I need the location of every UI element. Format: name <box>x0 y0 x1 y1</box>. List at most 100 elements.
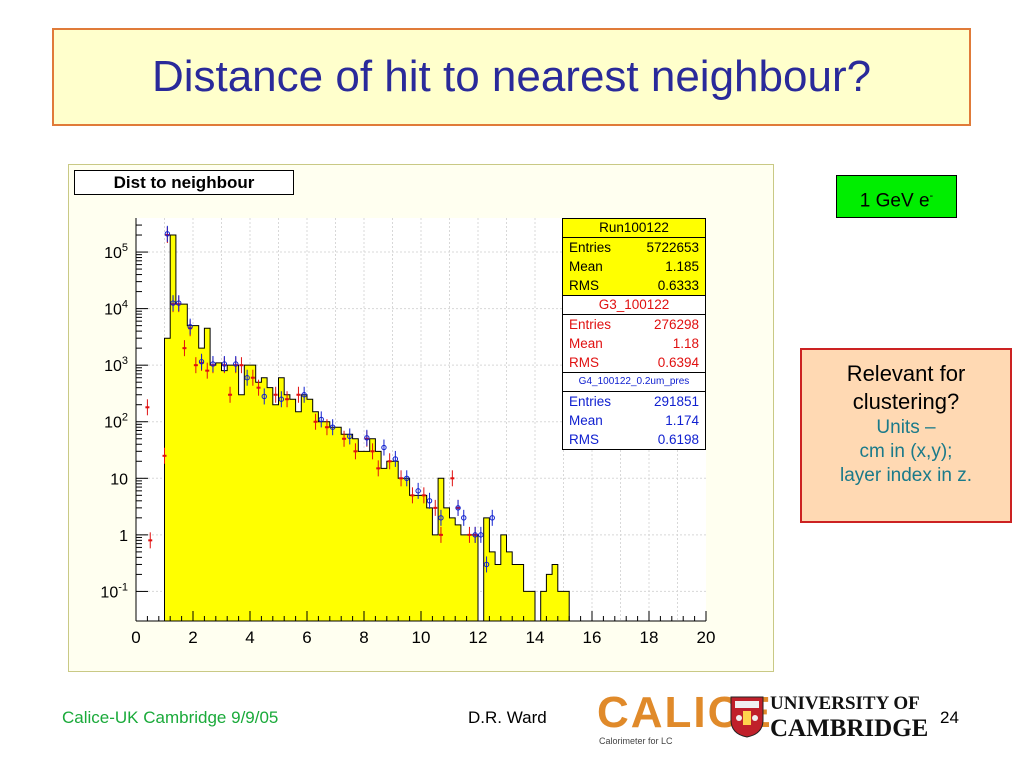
y-tick-label: 10-1 <box>100 581 128 601</box>
x-tick-label: 0 <box>131 628 140 647</box>
marker-point-g3 <box>450 477 455 480</box>
marker-point-g4 <box>364 435 370 441</box>
x-tick-label: 6 <box>302 628 311 647</box>
marker-point-g3 <box>353 450 358 453</box>
y-tick-label: 102 <box>104 412 128 432</box>
marker-point-g3 <box>239 364 244 367</box>
x-tick-label: 12 <box>469 628 488 647</box>
stats-run-rms: RMS 0.6333 <box>569 278 699 293</box>
stats-run-mean: Mean 1.185 <box>569 259 699 274</box>
marker-point-g4 <box>261 393 267 400</box>
marker-point-g4 <box>210 361 216 367</box>
beam-energy-label: 1 GeV e- <box>836 175 957 218</box>
marker-point-g3 <box>273 393 278 396</box>
stats-g4-block: G4_100122_0.2um_pres Entries 291851 Mean 1… <box>563 372 705 449</box>
marker-point-g3 <box>145 406 150 409</box>
note-line-1: Relevant for <box>846 361 966 386</box>
marker-point-g4 <box>170 300 176 306</box>
marker-point-g3 <box>342 437 347 440</box>
marker-point-g3 <box>370 450 375 453</box>
x-tick-label: 8 <box>359 628 368 647</box>
x-tick-label: 2 <box>188 628 197 647</box>
stats-run-block: Run100122 Entries 5722653 Mean 1.185 RMS 0.… <box>563 219 705 295</box>
marker-point-g4 <box>404 475 410 482</box>
marker-point-g4 <box>278 396 285 402</box>
x-tick-label: 20 <box>697 628 716 647</box>
histogram-frame: 0 2 4 6 8 10 12 14 16 18 20 105 104 103 102 10 1 10-1 Dis… <box>68 164 774 672</box>
marker-point-g3 <box>399 477 404 480</box>
marker-point-g3 <box>410 494 415 497</box>
marker-point-g4 <box>198 359 205 365</box>
stats-g4-mean: Mean 1.174 <box>569 413 699 428</box>
marker-point-g3 <box>182 347 187 350</box>
marker-point-g3 <box>376 467 381 470</box>
marker-point-g4 <box>187 323 193 330</box>
cambridge-logo: UNIVERSITY OF CAMBRIDGE <box>730 693 938 743</box>
stats-run-name: Run100122 <box>563 219 705 238</box>
marker-point-g4 <box>164 231 171 237</box>
stats-g3-name: G3_100122 <box>563 296 705 315</box>
marker-point-g4 <box>392 456 399 462</box>
marker-point-g4 <box>221 361 228 367</box>
marker-point-g4 <box>489 515 495 521</box>
stats-g3-mean: Mean 1.18 <box>569 336 699 351</box>
stats-g4-entries: Entries 291851 <box>569 394 699 409</box>
cambridge-line-2: CAMBRIDGE <box>770 715 929 742</box>
note-line-2: clustering? <box>852 389 960 414</box>
cambridge-shield-icon <box>730 696 764 738</box>
marker-point-g3 <box>324 426 329 429</box>
marker-point-g3 <box>256 386 261 389</box>
marker-point-g3 <box>148 539 153 542</box>
footer-author: D.R. Ward <box>468 708 547 727</box>
marker-point-g4 <box>318 416 324 423</box>
stats-g3-entries: Entries 276298 <box>569 317 699 332</box>
y-tick-label: 105 <box>104 242 128 262</box>
marker-point-g3 <box>205 369 210 372</box>
stats-box: Run100122 Entries 5722653 Mean 1.185 RMS 0.… <box>562 218 706 450</box>
marker-point-g4 <box>478 532 484 538</box>
marker-point-g3 <box>438 533 443 536</box>
note-box: Relevant for clustering? Units – cm in (… <box>800 348 1012 523</box>
marker-point-g4 <box>426 498 433 504</box>
marker-point-g4 <box>438 515 444 521</box>
marker-point-g4 <box>244 375 250 381</box>
x-tick-label: 10 <box>412 628 431 647</box>
marker-point-g3 <box>433 506 438 509</box>
y-tick-label: 104 <box>104 299 128 319</box>
y-tick-label: 1 <box>119 528 128 545</box>
slide-title-box: Distance of hit to nearest neighbour? <box>52 28 971 126</box>
marker-point-g4 <box>483 561 490 568</box>
stats-g3-block: G3_100122 Entries 276298 Mean 1.18 RMS 0.63… <box>563 295 705 372</box>
stats-g4-rms: RMS 0.6198 <box>569 432 699 447</box>
marker-point-g4 <box>472 532 478 538</box>
slide-title: Distance of hit to nearest neighbour? <box>151 52 872 101</box>
histogram-title: Dist to neighbour <box>74 170 294 195</box>
marker-point-g4 <box>461 515 467 521</box>
note-line-4: cm in (x,y); <box>859 441 953 462</box>
marker-point-g3 <box>387 460 392 463</box>
note-line-3: Units – <box>876 417 936 438</box>
stats-run-entries: Entries 5722653 <box>569 240 699 255</box>
calice-logo: CALICE Calorimeter for LC <box>597 688 771 752</box>
marker-point-g3 <box>313 420 318 423</box>
marker-point-g4 <box>329 424 336 430</box>
marker-point-g3 <box>296 393 301 396</box>
marker-point-g3 <box>162 454 167 457</box>
cambridge-line-1: UNIVERSITY OF <box>770 693 920 714</box>
x-tick-label: 14 <box>526 628 545 647</box>
footer-event: Calice-UK Cambridge 9/9/05 <box>62 708 279 727</box>
calice-logo-sub: Calorimeter for LC <box>599 736 673 746</box>
marker-point-g3 <box>467 533 472 536</box>
marker-point-g4 <box>347 433 353 440</box>
marker-point-g4 <box>381 444 387 451</box>
page-number: 24 <box>940 708 959 727</box>
marker-point-g3 <box>421 494 426 497</box>
marker-point-g3 <box>228 393 233 396</box>
stats-g3-rms: RMS 0.6394 <box>569 355 699 370</box>
y-tick-label: 103 <box>104 355 128 375</box>
marker-point-g4 <box>301 392 307 398</box>
marker-point-g4 <box>415 488 421 494</box>
x-tick-label: 16 <box>583 628 602 647</box>
marker-point-g4 <box>176 300 182 306</box>
marker-point-g4 <box>233 361 239 367</box>
